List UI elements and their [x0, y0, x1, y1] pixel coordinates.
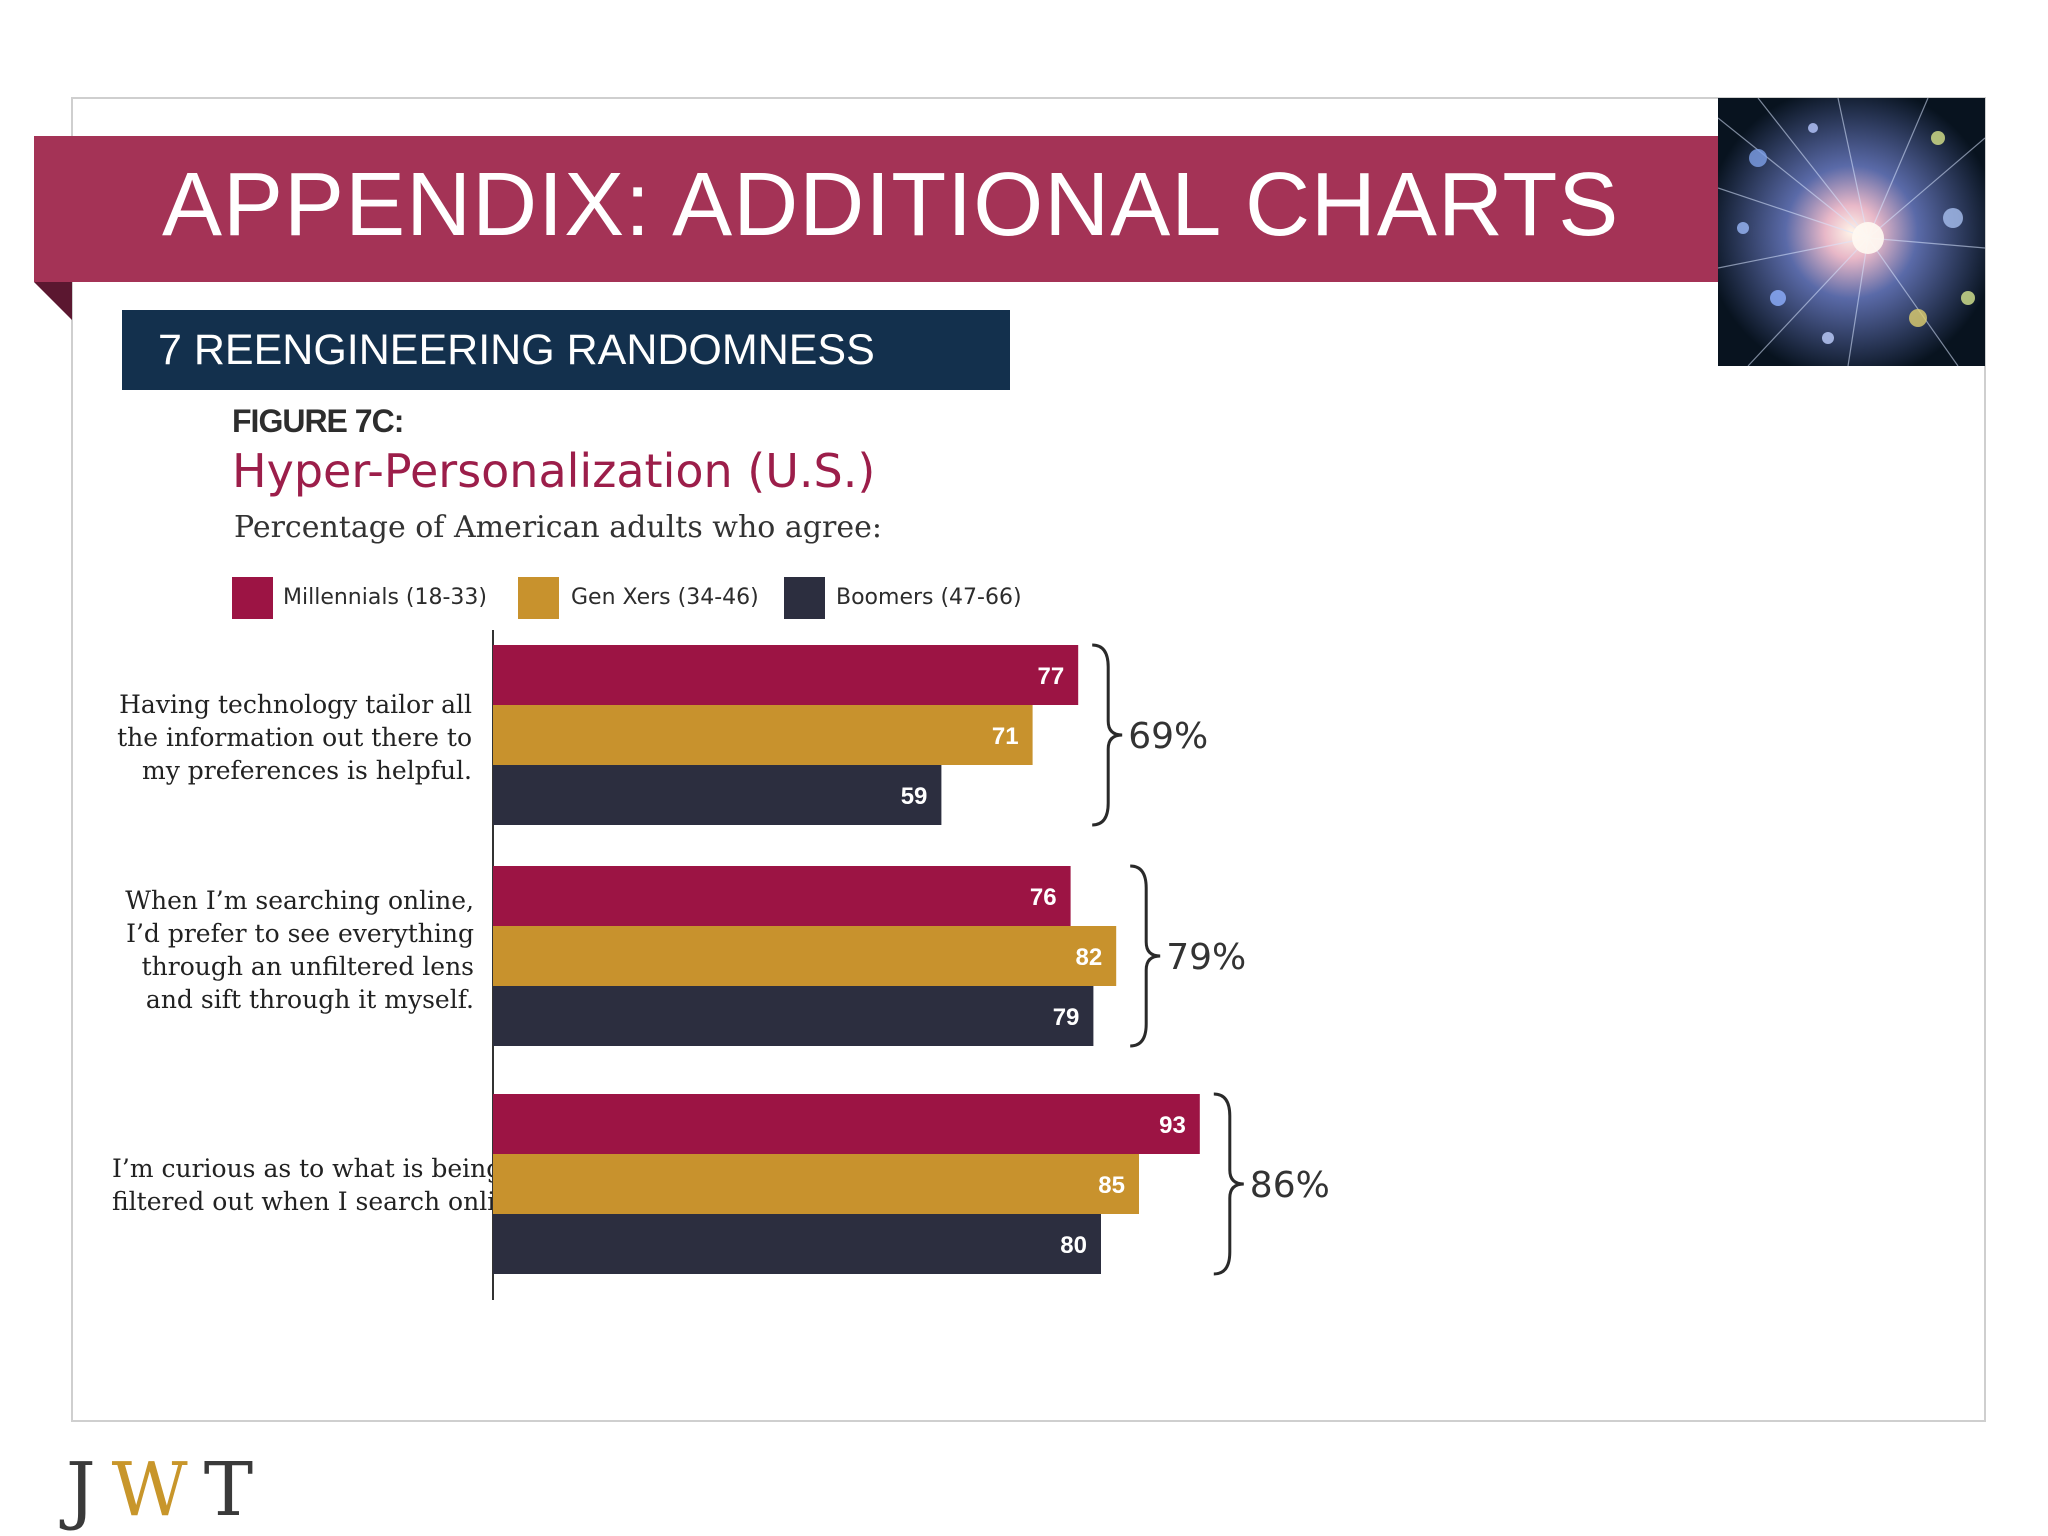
legend-swatch-millennials [232, 577, 273, 619]
fiber-optic-photo [1718, 98, 1985, 366]
section-banner [122, 310, 1010, 390]
bar-value-label: 71 [992, 723, 1019, 750]
fiber-optic-image [1718, 98, 1985, 366]
bar-genx-2 [493, 1154, 1139, 1214]
legend-label-millennials: Millennials (18-33) [283, 585, 487, 610]
bar-millennials-2 [493, 1094, 1200, 1154]
figure-label: FIGURE 7C: [232, 403, 404, 439]
category-label-line: When I’m searching online, [125, 886, 474, 915]
bar-value-label: 77 [1037, 663, 1064, 690]
category-label-line: the information out there to [117, 723, 472, 752]
bar-millennials-1 [493, 866, 1071, 926]
group-total-label: 69% [1128, 716, 1208, 757]
figure-title: Hyper-Personalization (U.S.) [232, 444, 876, 498]
title-banner-fold [34, 282, 72, 320]
jwt-logo: JWT [66, 1450, 269, 1530]
section-title: 7 REENGINEERING RANDOMNESS [158, 326, 875, 374]
legend-label-boomers: Boomers (47-66) [836, 585, 1022, 610]
title-banner [34, 136, 1724, 282]
bar-value-label: 93 [1159, 1112, 1186, 1139]
category-label-line: Having technology tailor all [119, 690, 472, 719]
bar-millennials-0 [493, 645, 1079, 705]
bar-value-label: 82 [1075, 944, 1102, 971]
bar-genx-1 [493, 926, 1117, 986]
group-brace [1092, 643, 1123, 827]
logo-letter: W [111, 1447, 204, 1533]
bar-value-label: 80 [1060, 1232, 1087, 1259]
category-label-unfiltered: When I’m searching online, I’d prefer to… [114, 884, 474, 1016]
legend-swatch-boomers [784, 577, 825, 619]
category-label-line: and sift through it myself. [145, 985, 474, 1014]
category-label-line: I’d prefer to see everything [126, 919, 474, 948]
category-label-curious: I’m curious as to what is being filtered… [112, 1152, 535, 1218]
bar-boomers-1 [493, 986, 1094, 1046]
category-label-line: I’m curious as to what is being [112, 1154, 503, 1183]
page-title: APPENDIX: ADDITIONAL CHARTS [162, 155, 1620, 255]
bar-genx-0 [493, 705, 1033, 765]
bar-value-label: 85 [1098, 1172, 1125, 1199]
legend-swatch-genx [518, 577, 559, 619]
group-total-label: 86% [1250, 1165, 1330, 1206]
group-total-label: 79% [1166, 937, 1246, 978]
category-label-tailor: Having technology tailor all the informa… [112, 688, 472, 787]
group-brace [1130, 864, 1161, 1048]
logo-letter: J [66, 1447, 112, 1533]
category-label-line: my preferences is helpful. [142, 756, 472, 785]
bar-boomers-2 [493, 1214, 1101, 1274]
category-label-line: through an unfiltered lens [141, 952, 474, 981]
logo-letter: T [203, 1447, 270, 1533]
bar-boomers-0 [493, 765, 942, 825]
bar-value-label: 79 [1053, 1004, 1080, 1031]
bar-value-label: 76 [1030, 884, 1057, 911]
bar-value-label: 59 [901, 783, 928, 810]
legend-label-genx: Gen Xers (34-46) [571, 585, 759, 610]
figure-subtitle: Percentage of American adults who agree: [234, 510, 882, 545]
group-brace [1213, 1092, 1244, 1276]
category-label-line: filtered out when I search online. [112, 1187, 535, 1216]
